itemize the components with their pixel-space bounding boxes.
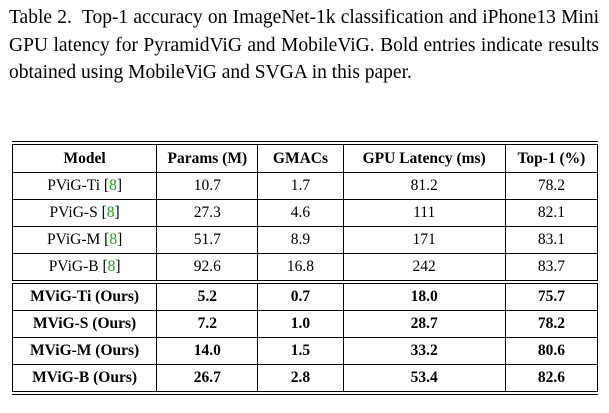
table-row: PViG-S [8] 27.3 4.6 111 82.1 — [11, 199, 599, 227]
value-cell: 5.2 — [156, 280, 259, 311]
header-row: Model Params (M) GMACs GPU Latency (ms) Top-… — [11, 141, 599, 173]
value-cell: 82.1 — [504, 199, 599, 227]
value-cell: 51.7 — [156, 226, 259, 254]
model-name: MViG-Ti (Ours) — [30, 288, 140, 305]
model-cell: PViG-M [8] — [11, 226, 158, 254]
value-cell: 18.0 — [342, 280, 506, 311]
value-cell: 83.7 — [504, 253, 599, 283]
value-cell: 75.7 — [504, 280, 599, 311]
value-cell: 10.7 — [156, 172, 259, 200]
value-cell: 33.2 — [342, 337, 506, 365]
header-cell: Model — [11, 141, 158, 173]
value-cell: 53.4 — [342, 364, 506, 395]
model-cell: PViG-S [8] — [11, 199, 158, 227]
model-name: MViG-B (Ours) — [32, 369, 138, 386]
table-row: MViG-M (Ours) 14.0 1.5 33.2 80.6 — [11, 337, 599, 365]
value-cell: 81.2 — [342, 172, 506, 200]
value-cell: 171 — [342, 226, 506, 254]
cite-ref: 8 — [107, 258, 116, 275]
table-row: MViG-B (Ours) 26.7 2.8 53.4 82.6 — [11, 364, 599, 395]
value-cell: 0.7 — [257, 280, 344, 311]
value-cell: 7.2 — [156, 310, 259, 338]
table-row: MViG-S (Ours) 7.2 1.0 28.7 78.2 — [11, 310, 599, 338]
value-cell: 4.6 — [257, 199, 344, 227]
table-row: PViG-B [8] 92.6 16.8 242 83.7 — [11, 253, 599, 283]
model-name: MViG-S (Ours) — [33, 315, 137, 332]
cite-close: ] — [117, 231, 123, 248]
value-cell: 16.8 — [257, 253, 344, 283]
header-cell: Top-1 (%) — [504, 141, 599, 173]
model-name: PViG-B — [48, 258, 99, 275]
value-cell: 1.0 — [257, 310, 344, 338]
header-cell: GMACs — [257, 141, 344, 173]
header-cell: Params (M) — [156, 141, 259, 173]
value-cell: 1.7 — [257, 172, 344, 200]
value-cell: 78.2 — [504, 310, 599, 338]
model-cell: PViG-B [8] — [11, 253, 158, 283]
table-row: PViG-Ti [8] 10.7 1.7 81.2 78.2 — [11, 172, 599, 200]
model-name: MViG-M (Ours) — [30, 342, 140, 359]
cite-close: ] — [116, 177, 122, 194]
caption-label: Table 2. — [9, 7, 72, 28]
model-name: PViG-M — [46, 231, 101, 248]
value-cell: 82.6 — [504, 364, 599, 395]
table-row: MViG-Ti (Ours) 5.2 0.7 18.0 75.7 — [11, 280, 599, 311]
cite-ref: 8 — [109, 231, 118, 248]
model-cell: MViG-S (Ours) — [11, 310, 158, 338]
value-cell: 14.0 — [156, 337, 259, 365]
value-cell: 28.7 — [342, 310, 506, 338]
value-cell: 2.8 — [257, 364, 344, 395]
model-cell: PViG-Ti [8] — [11, 172, 158, 200]
table-row: PViG-M [8] 51.7 8.9 171 83.1 — [11, 226, 599, 254]
model-cell: MViG-M (Ours) — [11, 337, 158, 365]
value-cell: 78.2 — [504, 172, 599, 200]
value-cell: 1.5 — [257, 337, 344, 365]
cite-close: ] — [115, 258, 121, 275]
value-cell: 111 — [342, 199, 506, 227]
cite-ref: 8 — [106, 204, 115, 221]
model-name: PViG-S — [49, 204, 98, 221]
value-cell: 242 — [342, 253, 506, 283]
cite-open: [ — [104, 231, 110, 248]
caption-text: Top-1 accuracy on ImageNet-1k classifica… — [9, 7, 600, 83]
cite-open: [ — [103, 177, 110, 194]
model-cell: MViG-B (Ours) — [11, 364, 158, 395]
value-cell: 80.6 — [504, 337, 599, 365]
table-body: PViG-Ti [8] 10.7 1.7 81.2 78.2 PViG-S [8] 27.3… — [11, 172, 599, 395]
cite-ref: 8 — [109, 177, 117, 194]
cite-close: ] — [114, 204, 120, 221]
caption: Table 2. Top-1 accuracy on ImageNet-1k cl… — [9, 4, 599, 87]
value-cell: 27.3 — [156, 199, 259, 227]
model-name: PViG-Ti — [47, 177, 101, 194]
value-cell: 8.9 — [257, 226, 344, 254]
table-header: Model Params (M) GMACs GPU Latency (ms) Top-… — [11, 141, 599, 173]
header-cell: GPU Latency (ms) — [342, 141, 506, 173]
value-cell: 92.6 — [156, 253, 259, 283]
cite-open: [ — [102, 258, 108, 275]
model-cell: MViG-Ti (Ours) — [11, 280, 158, 311]
cite-open: [ — [101, 204, 107, 221]
value-cell: 83.1 — [504, 226, 599, 254]
value-cell: 26.7 — [156, 364, 259, 395]
results-table: Model Params (M) GMACs GPU Latency (ms) Top-… — [11, 141, 599, 395]
